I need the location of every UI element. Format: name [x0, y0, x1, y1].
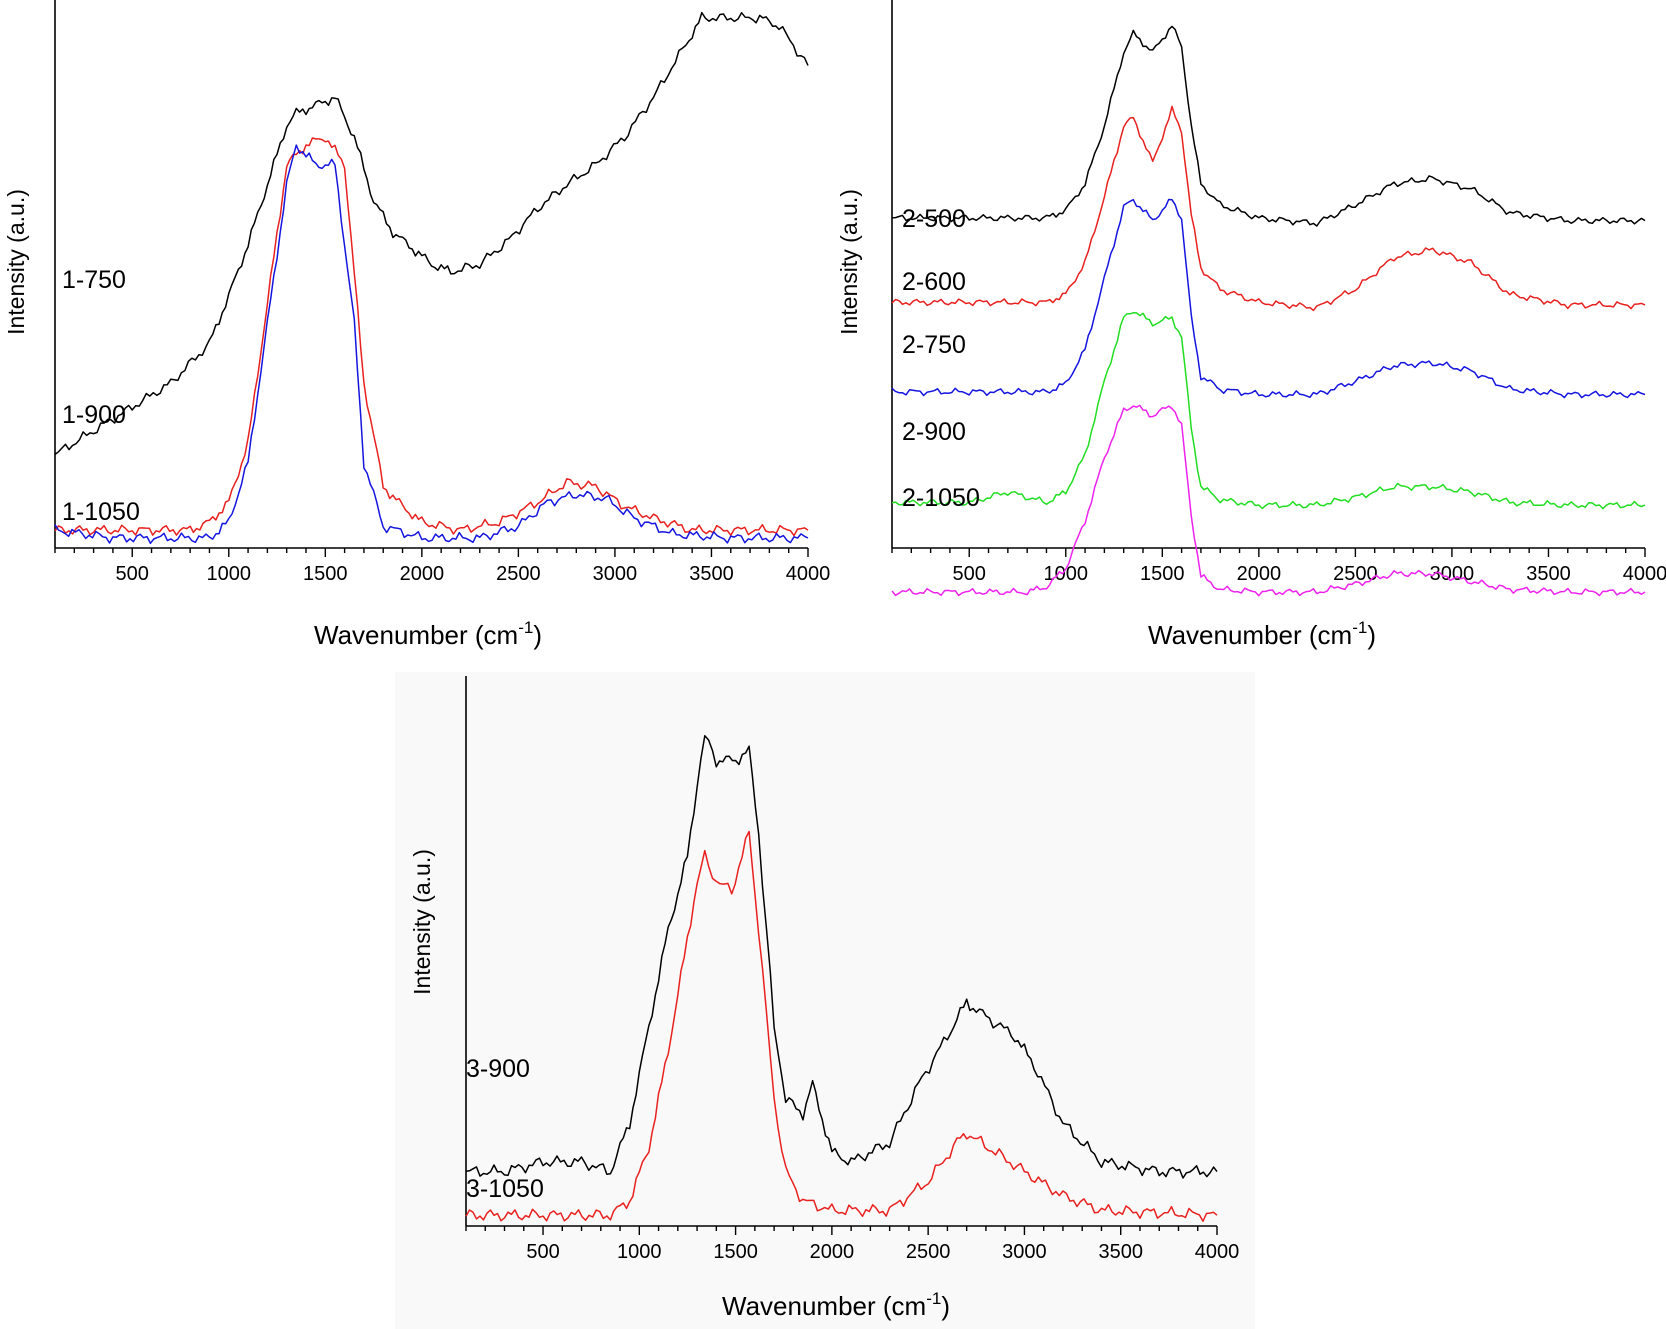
- x-tick-label: 1000: [1044, 563, 1089, 585]
- series-label-2-750: 2-750: [902, 331, 966, 359]
- x-tick-label: 500: [526, 1241, 559, 1263]
- panel-3-ylabel: Intensity (a.u.): [409, 849, 435, 995]
- x-tick-label: 500: [953, 563, 986, 585]
- x-tick-label: 1000: [207, 563, 252, 585]
- panel-3: Intensity (a.u.) Wavenumber (cm-1) 500 10…: [409, 676, 1239, 1321]
- series-1-1050-line: [54, 144, 809, 545]
- x-tick-label: 2000: [1237, 563, 1282, 585]
- panel-3-background: [395, 672, 1255, 1329]
- x-tick-label: 2000: [400, 563, 445, 585]
- x-tick-label: 1500: [303, 563, 348, 585]
- x-tick-label: 3500: [689, 563, 734, 585]
- panel-2-xlabel: Wavenumber (cm-1): [1148, 618, 1376, 650]
- series-3-900-line: [465, 734, 1218, 1179]
- series-label-2-900: 2-900: [902, 418, 966, 446]
- series-2-1050-line: [891, 404, 1646, 597]
- x-tick-label: 3500: [1098, 1241, 1143, 1263]
- panel-3-xlabel: Wavenumber (cm-1): [722, 1289, 950, 1321]
- x-tick-label: 3000: [593, 563, 638, 585]
- x-tick-label: 2500: [1333, 563, 1378, 585]
- series-label-2-500: 2-500: [902, 205, 966, 233]
- series-label-3-1050: 3-1050: [466, 1175, 544, 1203]
- x-tick-label: 3000: [1002, 1241, 1047, 1263]
- panel-1: Intensity (a.u.) Wavenumber (cm-1) 500 10…: [3, 0, 830, 650]
- series-3-1050-line: [465, 830, 1218, 1222]
- panel-2-ylabel: Intensity (a.u.): [836, 189, 862, 335]
- x-tick-label: 4000: [1623, 563, 1666, 585]
- series-label-1-750: 1-750: [62, 266, 126, 294]
- x-tick-label: 2000: [810, 1241, 855, 1263]
- x-tick-label: 500: [116, 563, 149, 585]
- x-tick-label: 4000: [786, 563, 831, 585]
- x-tick-label: 1500: [1140, 563, 1185, 585]
- series-label-1-900: 1-900: [62, 401, 126, 429]
- series-2-600-line: [891, 105, 1646, 312]
- panel-2: Intensity (a.u.) Wavenumber (cm-1) 500 10…: [836, 0, 1666, 650]
- series-label-2-600: 2-600: [902, 268, 966, 296]
- series-label-3-900: 3-900: [466, 1055, 530, 1083]
- x-tick-label: 1000: [617, 1241, 662, 1263]
- x-tick-label: 1500: [713, 1241, 758, 1263]
- x-tick-label: 3000: [1430, 563, 1475, 585]
- series-1-900-line: [54, 137, 809, 537]
- series-2-500-line: [891, 25, 1646, 227]
- series-1-750-line: [54, 11, 809, 456]
- x-tick-label: 2500: [496, 563, 541, 585]
- x-tick-label: 3500: [1526, 563, 1571, 585]
- panel-1-xlabel: Wavenumber (cm-1): [314, 618, 542, 650]
- series-2-750-line: [891, 198, 1646, 399]
- x-tick-label: 2500: [906, 1241, 951, 1263]
- series-label-1-1050: 1-1050: [62, 498, 140, 526]
- panel-1-ylabel: Intensity (a.u.): [3, 189, 29, 335]
- series-2-900-line: [891, 312, 1646, 510]
- series-label-2-1050: 2-1050: [902, 484, 980, 512]
- x-tick-label: 4000: [1195, 1241, 1240, 1263]
